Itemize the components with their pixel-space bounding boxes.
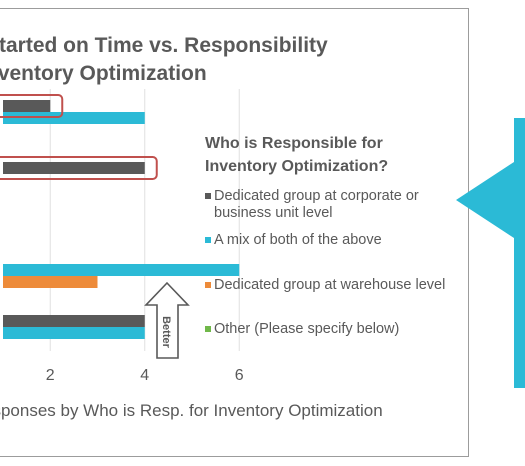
x-tick-label: 2 [46,367,55,384]
legend-label-corporate: Dedicated group at corporate or business… [214,188,419,221]
chart-title-line-1: Started on Time vs. Responsibility [0,34,328,57]
better-label: Better [160,316,172,349]
legend-label-mix: A mix of both of the above [214,232,382,248]
bar [3,276,98,288]
legend-item-other: Other (Please specify below) [205,321,450,338]
chart-panel: 2 4 6 Better Started on Time vs. Responsibi… [0,8,469,457]
legend-swatch-other [205,326,211,332]
x-tick-label: 4 [140,367,149,384]
bar [3,264,240,276]
callout-arrow-shape [456,118,525,388]
legend-swatch-corporate [205,193,211,199]
highlight-box [0,156,158,180]
legend-label-warehouse: Dedicated group at warehouse level [214,277,446,293]
bar [3,162,145,174]
bar [3,100,51,112]
legend-item-warehouse: Dedicated group at warehouse level [205,277,450,294]
legend-item-mix: A mix of both of the above [205,232,450,249]
chart-title-line-2: nventory Optimization [0,62,207,85]
bar [3,112,145,124]
legend-swatch-mix [205,237,211,243]
x-tick-label: 6 [235,367,244,384]
legend-item-corporate: Dedicated group at corporate or business… [205,188,450,222]
legend-swatch-warehouse [205,282,211,288]
bar [3,315,145,327]
bar [3,327,145,339]
x-axis-label: esponses by Who is Resp. for Inventory O… [0,401,383,420]
better-arrow [144,281,190,359]
highlight-box [0,94,64,118]
callout-pointer [456,118,525,388]
chart-plot: 2 4 6 Better [0,89,244,384]
legend-title: Who is Responsible for Inventory Optimiz… [205,135,389,175]
legend-label-other: Other (Please specify below) [214,321,400,337]
